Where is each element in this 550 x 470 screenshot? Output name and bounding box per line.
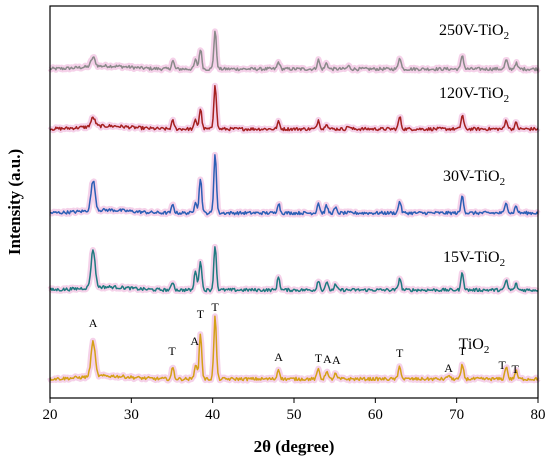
series-label-subscript: 2: [504, 30, 510, 42]
x-tick-label: 70: [449, 407, 464, 423]
peak-annotation: A: [190, 334, 199, 348]
series-label: 30V-TiO2: [443, 168, 505, 188]
peak-annotation: A: [444, 361, 453, 375]
x-tick-label: 60: [368, 407, 383, 423]
series-label-name: 250V-TiO: [439, 22, 504, 39]
peak-annotation: A: [89, 316, 98, 330]
series-label-subscript: 2: [500, 176, 506, 188]
peak-annotation: T: [396, 346, 404, 360]
peak-annotation: T: [211, 300, 219, 314]
peak-annotation: T: [459, 344, 467, 358]
series-label-subscript: 2: [484, 344, 490, 356]
peak-annotation: T: [499, 358, 507, 372]
peak-annotation: A: [332, 353, 341, 367]
peak-annotation: T: [512, 362, 520, 376]
x-tick-label: 30: [124, 407, 139, 423]
series-label: TiO2: [459, 336, 490, 356]
series-line: [49, 84, 539, 132]
peak-annotation: T: [197, 307, 205, 321]
series-line: [49, 315, 539, 382]
series-label-name: 15V-TiO: [443, 249, 500, 266]
series-label-subscript: 2: [500, 257, 506, 269]
series-label: 120V-TiO2: [439, 85, 509, 105]
series-label-name: 120V-TiO: [439, 85, 504, 102]
series-label-name: TiO: [459, 336, 484, 353]
series-traces: [47, 28, 541, 384]
series-line: [49, 246, 539, 293]
series-label: 15V-TiO2: [443, 249, 505, 269]
peak-annotation: T: [315, 351, 323, 365]
series-label: 250V-TiO2: [439, 22, 509, 42]
peak-annotation: T: [168, 344, 176, 358]
x-axis-title: 2θ (degree): [254, 437, 335, 456]
peak-annotation: A: [323, 352, 332, 366]
x-tick-label: 40: [205, 407, 220, 423]
series-line: [49, 30, 539, 72]
x-tick-label: 50: [287, 407, 302, 423]
x-tick-label: 80: [531, 407, 546, 423]
series-label-name: 30V-TiO: [443, 168, 500, 185]
peak-annotation: A: [274, 350, 283, 364]
y-axis-title: Intensity (a.u.): [5, 149, 24, 255]
x-axis-ticks: 20 30 40 50 60 70 80: [43, 398, 546, 423]
series-label-subscript: 2: [504, 93, 510, 105]
series-line: [49, 154, 539, 216]
x-tick-label: 20: [43, 407, 58, 423]
